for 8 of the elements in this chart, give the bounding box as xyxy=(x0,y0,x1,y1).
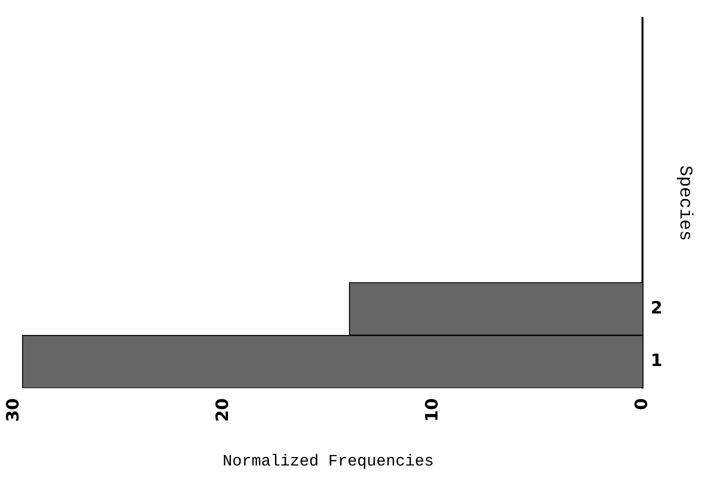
x-tick-label: 30 xyxy=(3,398,24,422)
x-tick-label: 10 xyxy=(422,398,442,422)
x-tick-label: 0 xyxy=(632,398,652,410)
x-axis-title: Normalized Frequencies xyxy=(222,452,434,471)
y-tick-label: 2 xyxy=(650,298,662,318)
x-tick-label: 20 xyxy=(212,398,233,422)
y-axis-title: Species xyxy=(674,165,694,241)
y-tick-label: 1 xyxy=(650,351,662,372)
